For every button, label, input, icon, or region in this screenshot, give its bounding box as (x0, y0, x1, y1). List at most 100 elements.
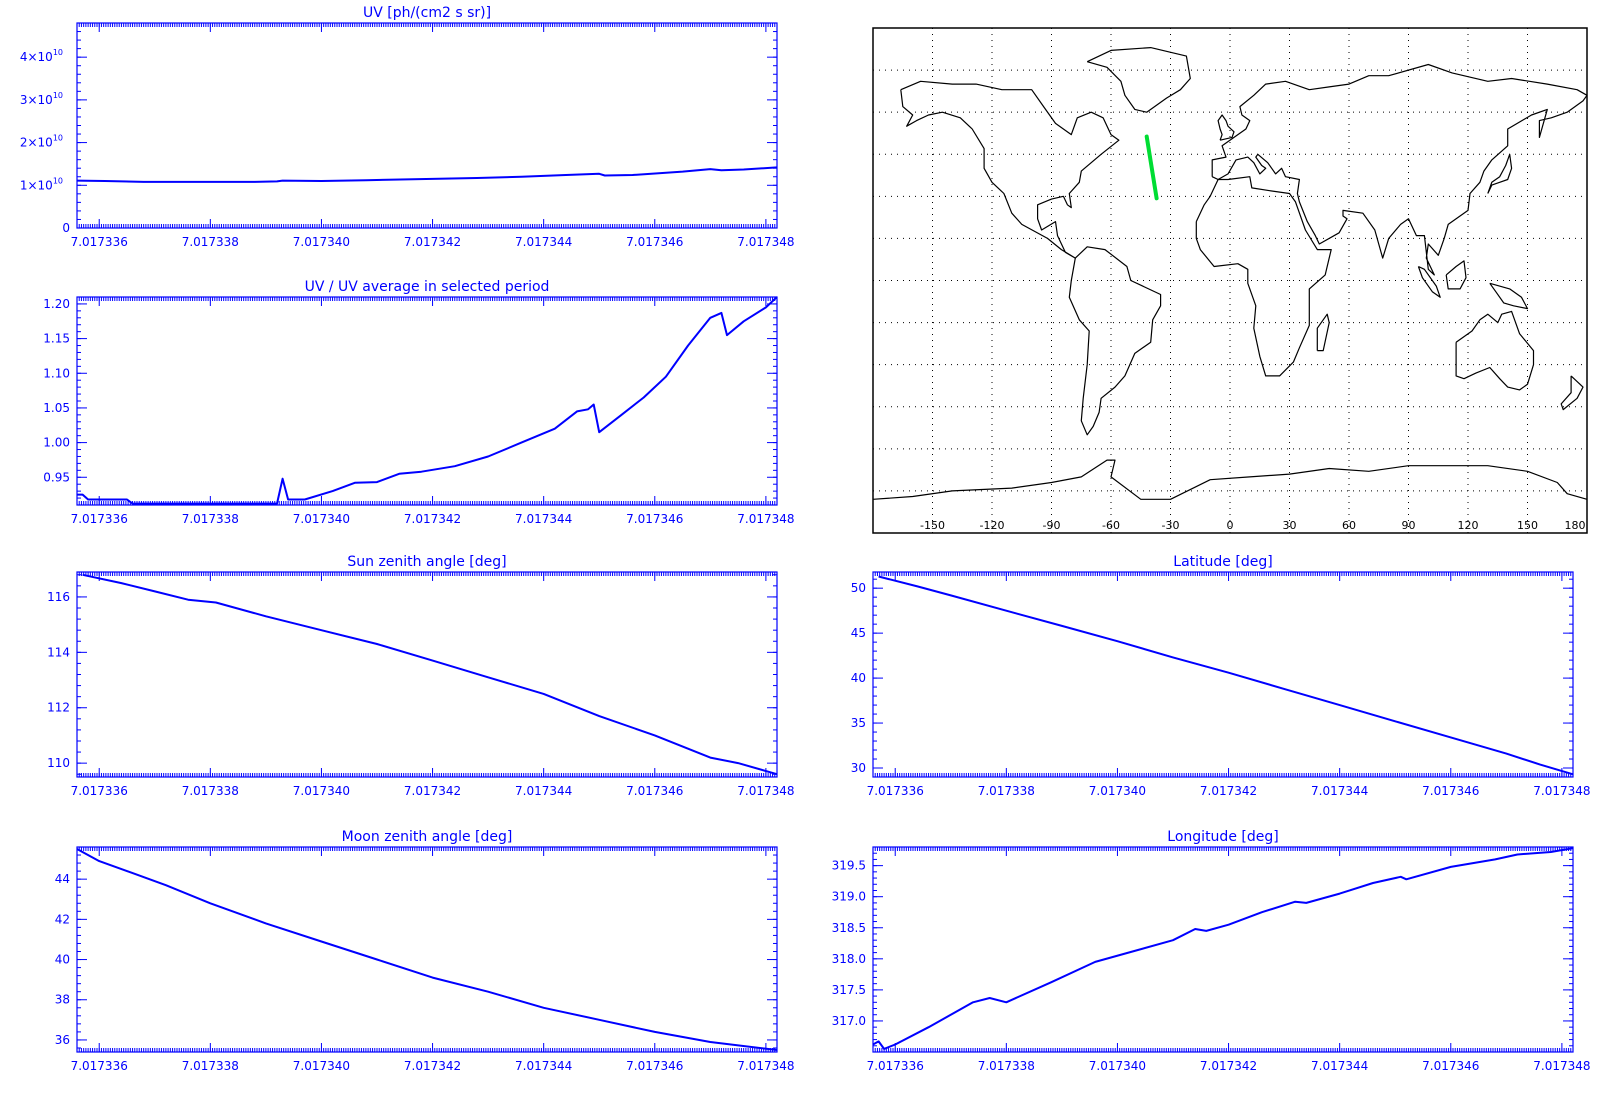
x-tick-label: 7.017342 (1200, 784, 1257, 798)
map-lon-label: 30 (1283, 519, 1297, 532)
y-tick-label: 2×1010 (20, 134, 63, 150)
chart-latitude: Latitude [deg] 7.017336 7.017338 7.017340 7.… (851, 554, 1591, 798)
plot-frame (76, 846, 778, 1053)
map-lon-label: -60 (1102, 519, 1120, 532)
eurasia-coastline (1211, 63, 1588, 276)
x-tick-label: 7.017338 (182, 235, 239, 249)
y-tick-label: 1.15 (43, 332, 70, 346)
series-line (76, 848, 778, 1051)
borneo-coastline (1445, 260, 1467, 290)
y-tick-label: 1.10 (43, 366, 70, 380)
chart-title: Longitude [deg] (1167, 829, 1278, 845)
y-tick-base: 4×10 (20, 50, 53, 64)
x-tick-label: 7.017340 (293, 512, 350, 526)
y-tick-label: 0.95 (43, 470, 70, 484)
y-tick-exponent: 10 (53, 176, 63, 185)
x-tick-label: 7.017348 (737, 512, 794, 526)
map-frame (872, 27, 1588, 534)
x-tick-label: 7.017336 (71, 235, 128, 249)
map-lon-label: -120 (980, 519, 1005, 532)
x-tick-label: 7.017342 (404, 1059, 461, 1073)
map-lon-label: 60 (1342, 519, 1356, 532)
y-tick-label: 1.20 (43, 297, 70, 311)
new-zealand-coastline (1560, 375, 1584, 411)
map-lon-label: -150 (920, 519, 945, 532)
x-tick-label: 7.017338 (978, 784, 1035, 798)
y-tick-label: 36 (55, 1033, 70, 1047)
y-tick-label: 40 (55, 953, 70, 967)
x-tick-label: 7.017336 (867, 1059, 924, 1073)
x-tick-label: 7.017346 (626, 512, 683, 526)
x-tick-label: 7.017344 (515, 512, 572, 526)
x-tick-label: 7.017344 (515, 1059, 572, 1073)
chart-longitude: Longitude [deg] 7.017336 7.017338 7.017340 7… (832, 829, 1591, 1073)
y-tick-exponent: 10 (53, 48, 63, 57)
y-tick-base: 1×10 (20, 178, 53, 192)
x-tick-label: 7.017338 (182, 512, 239, 526)
y-tick-base: 2×10 (20, 136, 53, 150)
y-tick-label: 3×1010 (20, 91, 63, 107)
chart-uvratio: UV / UV average in selected period 7.0173… (43, 279, 794, 526)
x-tick-label: 7.017340 (293, 784, 350, 798)
y-tick-label: 319.5 (832, 859, 866, 873)
new-guinea-coastline (1489, 282, 1529, 310)
x-tick-label: 7.017342 (404, 784, 461, 798)
map-lon-label: 180 (1565, 519, 1586, 532)
map-lon-label: 0 (1227, 519, 1234, 532)
north-america-coastline (900, 80, 1120, 259)
x-tick-label: 7.017346 (1422, 784, 1479, 798)
y-tick-label: 116 (47, 590, 70, 604)
x-tick-label: 7.017336 (71, 512, 128, 526)
y-tick-label: 40 (851, 671, 866, 685)
x-tick-label: 7.017340 (1089, 784, 1146, 798)
y-tick-label: 319.0 (832, 890, 866, 904)
y-tick-label: 4×1010 (20, 48, 63, 64)
series-line (82, 573, 778, 776)
plot-frame (872, 846, 1574, 1053)
series-line (878, 575, 1574, 776)
greenland-coastline (1086, 46, 1191, 113)
x-tick-label: 7.017348 (1533, 1059, 1590, 1073)
y-tick-label: 1.05 (43, 401, 70, 415)
y-tick-label: 112 (47, 701, 70, 715)
x-tick-label: 7.017336 (867, 784, 924, 798)
y-tick-label: 318.5 (832, 921, 866, 935)
map-lon-label: -30 (1162, 519, 1180, 532)
plot-frame (76, 296, 778, 506)
y-tick-label: 317.0 (832, 1014, 866, 1028)
x-tick-label: 7.017336 (71, 784, 128, 798)
x-tick-label: 7.017342 (404, 235, 461, 249)
y-tick-label: 114 (47, 645, 70, 659)
y-tick-label: 38 (55, 993, 70, 1007)
britain-coastline (1217, 114, 1235, 141)
x-tick-label: 7.017342 (1200, 1059, 1257, 1073)
y-tick-label: 30 (851, 761, 866, 775)
y-tick-label: 317.5 (832, 983, 866, 997)
x-tick-label: 7.017344 (515, 235, 572, 249)
plot-frame (76, 571, 778, 778)
chart-title: Moon zenith angle [deg] (342, 829, 513, 845)
chart-title: Sun zenith angle [deg] (347, 554, 506, 570)
x-tick-label: 7.017338 (182, 784, 239, 798)
map-panel: -150 -120 -90 -60 -30 0 30 60 90 120 150 180 (872, 27, 1588, 534)
x-tick-label: 7.017342 (404, 512, 461, 526)
x-tick-label: 7.017344 (1311, 784, 1368, 798)
chart-uv: UV [ph/(cm2 s sr)] 7.017336 7.017338 7.0173… (20, 5, 795, 249)
antarctica-coastline (872, 459, 1588, 500)
sumatra-coastline (1417, 265, 1441, 298)
x-tick-label: 7.017336 (71, 1059, 128, 1073)
chart-sunzen: Sun zenith angle [deg] 7.017336 7.017338 7.… (47, 554, 794, 798)
madagascar-coastline (1316, 313, 1330, 352)
y-tick-label: 110 (47, 756, 70, 770)
y-tick-label: 44 (55, 872, 70, 886)
x-tick-label: 7.017346 (626, 784, 683, 798)
y-tick-exponent: 10 (53, 91, 63, 100)
y-tick-label: 318.0 (832, 952, 866, 966)
south-america-coastline (1068, 246, 1162, 436)
y-tick-label: 35 (851, 716, 866, 730)
x-tick-label: 7.017338 (978, 1059, 1035, 1073)
x-tick-label: 7.017340 (1089, 1059, 1146, 1073)
y-tick-label: 1×1010 (20, 176, 63, 192)
australia-coastline (1455, 310, 1535, 391)
